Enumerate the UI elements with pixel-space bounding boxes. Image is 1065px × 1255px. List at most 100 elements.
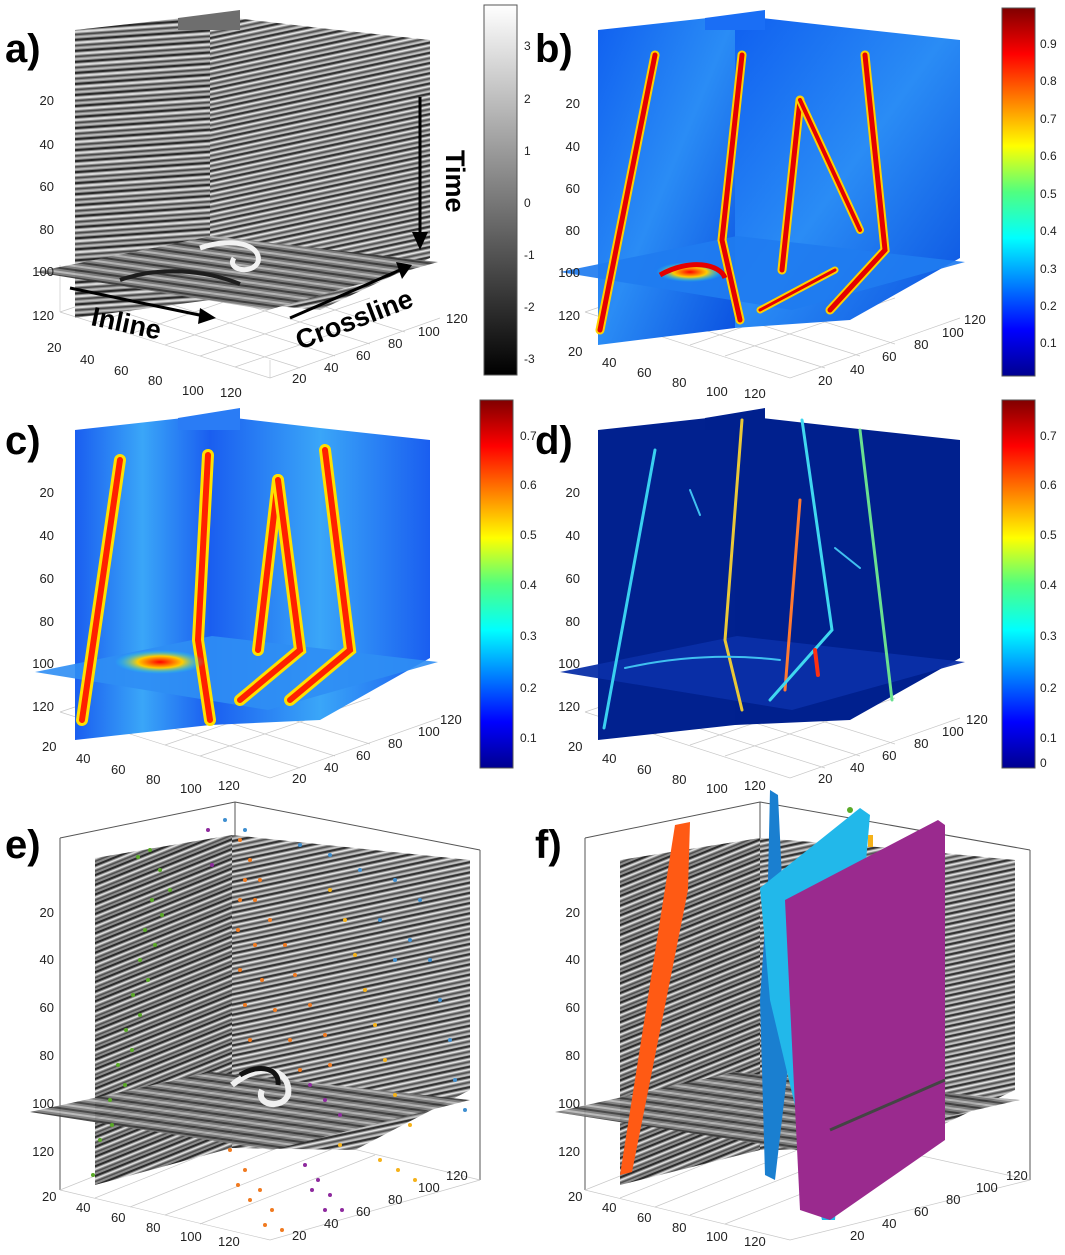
panel-e-z-axis: 20 40 60 80 100 120 (32, 905, 54, 1159)
panel-e-y-axis: 20 40 60 80 100 120 (292, 1168, 468, 1243)
y-tick: 40 (850, 760, 864, 775)
colorbar-tick: 0.6 (1040, 149, 1057, 163)
panel-b-x-axis: 20 40 60 80 100 120 (568, 344, 766, 401)
panel-b-y-axis: 20 40 60 80 100 120 (818, 312, 986, 388)
x-tick: 80 (148, 373, 162, 388)
x-tick: 100 (706, 781, 728, 796)
orange-point-cloud (228, 838, 332, 1232)
x-tick: 100 (182, 383, 204, 398)
z-tick: 120 (558, 1144, 580, 1159)
z-tick: 120 (32, 308, 54, 323)
y-tick: 100 (418, 1180, 440, 1195)
colorbar-tick: 0.5 (520, 528, 537, 542)
y-tick: 80 (388, 336, 402, 351)
x-tick: 20 (568, 739, 582, 754)
y-tick: 40 (324, 760, 338, 775)
panel-d-time-slice (560, 636, 965, 710)
z-tick: 20 (40, 905, 54, 920)
y-tick: 100 (976, 1180, 998, 1195)
y-tick: 80 (914, 337, 928, 352)
panel-label-d: d) (535, 419, 573, 463)
colorbar-tick: 0.2 (1040, 299, 1057, 313)
x-tick: 120 (220, 385, 242, 400)
colorbar-tick: 0.6 (520, 478, 537, 492)
y-tick: 60 (356, 748, 370, 763)
x-tick: 100 (706, 1229, 728, 1244)
panel-label-e: e) (5, 823, 41, 867)
z-tick: 60 (40, 571, 54, 586)
colorbar-tick: 0.7 (1040, 429, 1057, 443)
x-tick: 20 (568, 1189, 582, 1204)
crossline-arrow (289, 262, 412, 320)
y-tick: 120 (1006, 1168, 1028, 1183)
z-tick: 60 (40, 1000, 54, 1015)
z-tick: 20 (566, 905, 580, 920)
colorbar-tick: -1 (524, 248, 535, 262)
panel-a-slice-swirl (199, 240, 261, 273)
z-tick: 80 (40, 1048, 54, 1063)
x-tick: 20 (568, 344, 582, 359)
inline-arrow (69, 286, 216, 324)
z-tick: 20 (40, 93, 54, 108)
colorbar-tick: 0.4 (1040, 578, 1057, 592)
y-tick: 100 (418, 724, 440, 739)
blue-point-cloud (223, 818, 467, 1112)
x-tick: 40 (76, 1200, 90, 1215)
panel-a-x-axis: 20 40 60 80 100 120 (47, 340, 242, 400)
colorbar-c: 0.7 0.6 0.5 0.4 0.3 0.2 0.1 (479, 399, 537, 769)
y-tick: 20 (292, 371, 306, 386)
x-tick: 80 (672, 375, 686, 390)
panel-d-fault-traces (602, 418, 894, 730)
colorbar-tick: 0.1 (1040, 731, 1057, 745)
x-tick: 20 (47, 340, 61, 355)
panel-c-x-axis: 20 40 60 80 100 120 (42, 739, 240, 796)
colorbar-tick: 0.3 (520, 629, 537, 643)
yellow-point-cloud (328, 888, 417, 1182)
y-tick: 40 (850, 362, 864, 377)
y-tick: 120 (964, 312, 986, 327)
z-tick: 40 (566, 952, 580, 967)
colorbar-tick: 0.1 (1040, 336, 1057, 350)
z-tick: 120 (558, 699, 580, 714)
colorbar-b: 0.9 0.8 0.7 0.6 0.5 0.4 0.3 0.2 0.1 (1001, 7, 1057, 377)
x-tick: 60 (637, 1210, 651, 1225)
y-tick: 60 (356, 1204, 370, 1219)
panel-c-y-axis: 20 40 60 80 100 120 (292, 712, 462, 786)
x-tick: 20 (42, 739, 56, 754)
z-tick: 100 (558, 265, 580, 280)
x-tick: 100 (706, 384, 728, 399)
colorbar-tick: 0.4 (1040, 224, 1057, 238)
y-tick: 20 (292, 1228, 306, 1243)
y-tick: 40 (324, 1216, 338, 1231)
x-tick: 20 (42, 1189, 56, 1204)
colorbar-tick: 0.3 (1040, 629, 1057, 643)
colorbar-tick: 3 (524, 39, 531, 53)
x-tick: 120 (744, 1234, 766, 1249)
z-tick: 40 (566, 139, 580, 154)
z-tick: 100 (32, 1096, 54, 1111)
colorbar-tick: 0.5 (1040, 187, 1057, 201)
y-tick: 60 (882, 349, 896, 364)
x-tick: 120 (218, 778, 240, 793)
y-tick: 100 (942, 724, 964, 739)
panel-label-a: a) (5, 27, 41, 71)
panel-b-z-axis: 20 40 60 80 100 120 (558, 96, 580, 323)
z-tick: 60 (566, 1000, 580, 1015)
time-label: Time (440, 150, 470, 213)
panel-e: 20 40 60 80 100 120 20 40 60 80 100 120 … (5, 801, 481, 1249)
x-tick: 120 (744, 778, 766, 793)
purple-fault-surface (785, 820, 945, 1220)
panel-a-z-axis: 20 40 60 80 100 120 (32, 93, 54, 323)
panel-e-crossline-section (232, 835, 470, 1150)
colorbar-tick: 0.1 (520, 731, 537, 745)
x-tick: 120 (744, 386, 766, 401)
panel-a-y-axis: 20 40 60 80 100 120 (292, 311, 468, 386)
z-tick: 40 (40, 528, 54, 543)
z-tick: 20 (566, 96, 580, 111)
panel-f-z-axis: 20 40 60 80 100 120 (558, 905, 580, 1159)
x-tick: 60 (111, 1210, 125, 1225)
panel-b-fault-traces (595, 50, 890, 335)
x-tick: 100 (180, 1229, 202, 1244)
z-tick: 100 (32, 264, 54, 279)
